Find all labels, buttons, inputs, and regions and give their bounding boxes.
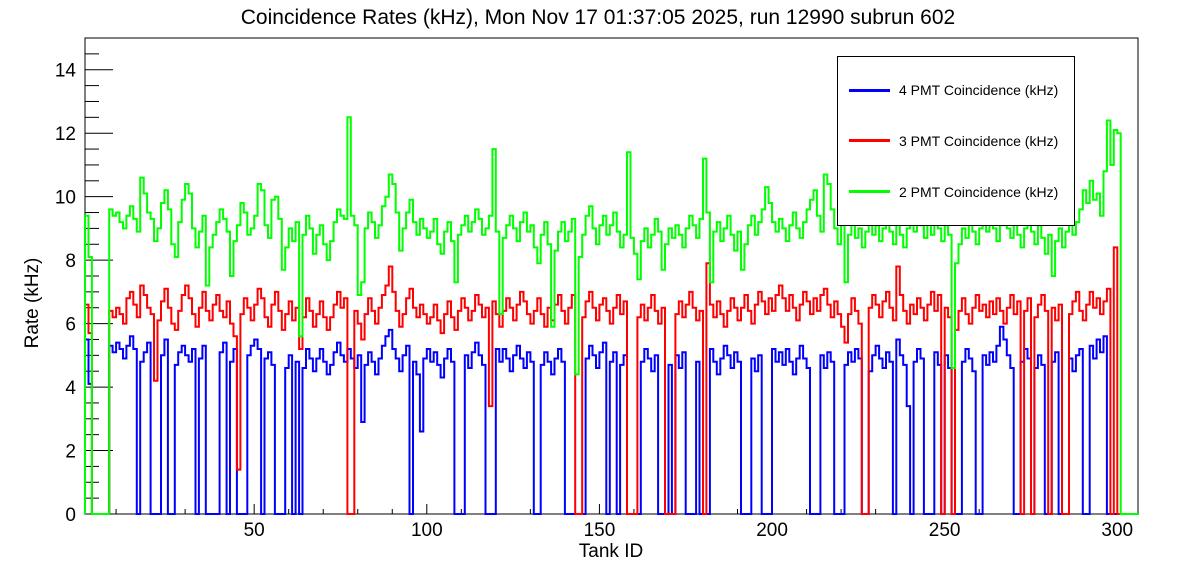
legend-entry-2pmt: 2 PMT Coincidence (kHz) [838, 184, 1074, 200]
legend-line-sample-2pmt [849, 190, 890, 194]
x-tick-label: 250 [929, 520, 961, 541]
y-axis: 0 2 4 6 8 10 12 14 [55, 37, 113, 526]
y-tick-label: 4 [65, 378, 76, 399]
legend-label-4pmt: 4 PMT Coincidence (kHz) [899, 82, 1059, 99]
series-line-2pmt [84, 116, 1139, 515]
legend-label-3pmt: 3 PMT Coincidence (kHz) [899, 132, 1059, 149]
series-line-4pmt [84, 325, 1139, 515]
x-tick-label: 200 [756, 520, 788, 541]
legend: 4 PMT Coincidence (kHz) 3 PMT Coincidenc… [837, 56, 1075, 226]
x-tick-label: 300 [1101, 520, 1133, 541]
y-tick-label: 12 [55, 124, 76, 145]
legend-label-2pmt: 2 PMT Coincidence (kHz) [899, 183, 1059, 200]
x-tick-label: 100 [411, 520, 443, 541]
x-tick-label: 50 [244, 520, 265, 541]
y-tick-label: 8 [65, 251, 76, 272]
series-line-3pmt [84, 246, 1139, 515]
legend-entry-4pmt: 4 PMT Coincidence (kHz) [838, 82, 1074, 98]
x-axis: 50 100 150 200 250 300 [115, 504, 1133, 541]
legend-line-sample-4pmt [849, 88, 890, 92]
y-tick-label: 0 [65, 505, 76, 526]
legend-line-sample-3pmt [849, 139, 890, 143]
y-tick-label: 14 [55, 61, 77, 82]
chart-title: Coincidence Rates (kHz), Mon Nov 17 01:3… [240, 6, 956, 29]
y-tick-label: 10 [55, 188, 76, 209]
x-tick-label: 150 [584, 520, 616, 541]
y-tick-label: 6 [65, 315, 76, 336]
x-axis-title: Tank ID [578, 541, 644, 562]
y-tick-label: 2 [65, 442, 76, 463]
y-axis-title: Rate (kHz) [22, 257, 43, 349]
legend-entry-3pmt: 3 PMT Coincidence (kHz) [838, 133, 1074, 149]
